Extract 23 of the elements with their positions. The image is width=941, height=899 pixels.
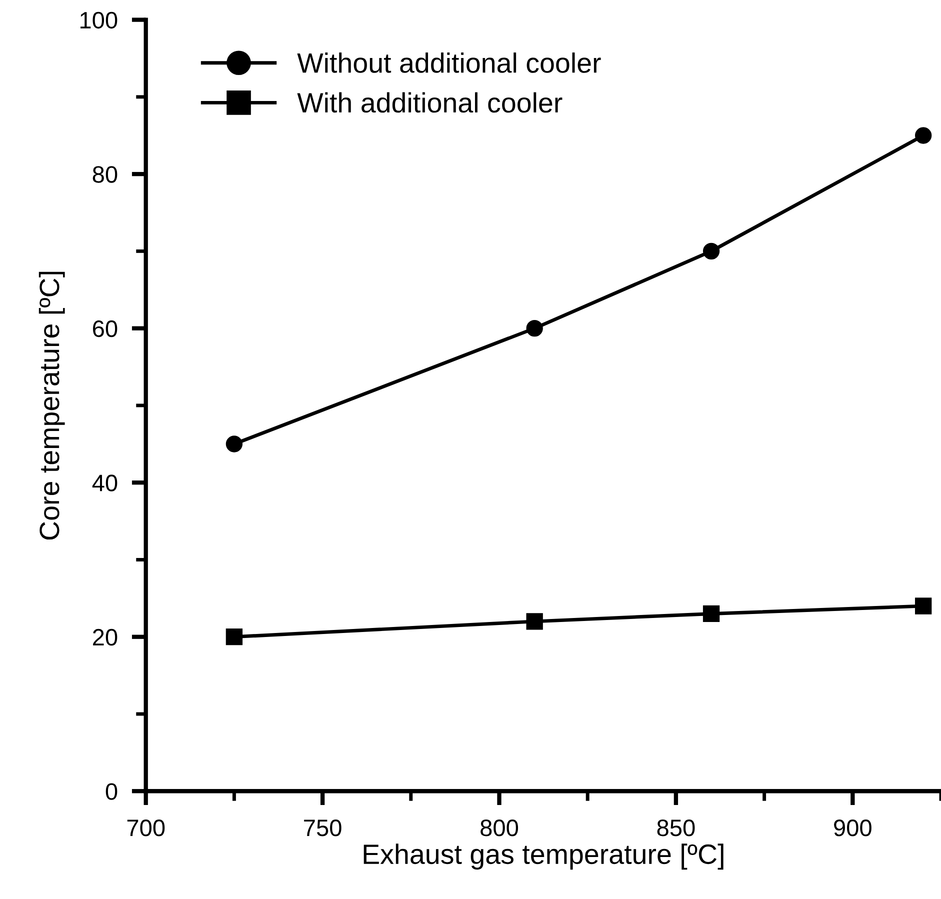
point bbox=[526, 613, 543, 630]
point bbox=[526, 320, 543, 337]
x-tick-label: 850 bbox=[657, 820, 695, 836]
legend-label: Without additional cooler bbox=[297, 52, 601, 73]
y-axis-title: Core temperature [ºC] bbox=[38, 272, 65, 540]
x-tick-label: 800 bbox=[480, 820, 518, 836]
y-tick-label: 80 bbox=[92, 166, 118, 183]
y-tick-label: 60 bbox=[93, 320, 118, 338]
point bbox=[702, 242, 720, 260]
x-tick-label: 700 bbox=[127, 820, 165, 836]
y-tick-label: 20 bbox=[93, 628, 118, 646]
legend-label: With additional cooler bbox=[297, 92, 562, 113]
point bbox=[226, 436, 243, 452]
point bbox=[914, 127, 932, 144]
x-tick-label: 750 bbox=[304, 820, 342, 836]
x-tick-label: 900 bbox=[834, 820, 872, 836]
point bbox=[226, 628, 243, 646]
point bbox=[702, 605, 720, 622]
x-axis-title: Exhaust gas temperature [ºC] bbox=[364, 844, 724, 870]
y-tick-label: 0 bbox=[106, 783, 118, 800]
y-tick-label: 40 bbox=[92, 474, 118, 492]
y-tick-label: 100 bbox=[80, 12, 118, 29]
point bbox=[914, 598, 932, 614]
